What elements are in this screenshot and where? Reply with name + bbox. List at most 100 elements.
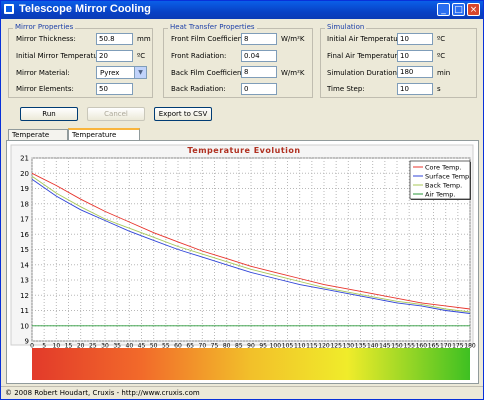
- x-tick-label: 35: [113, 343, 121, 350]
- title-bar[interactable]: Telescope Mirror Cooling _ □ ×: [1, 1, 483, 19]
- simulation-duration-unit: min: [437, 69, 451, 77]
- back-film-label: Back Film Coefficient:: [171, 69, 247, 77]
- y-tick-label: 9: [25, 338, 29, 346]
- mirror-thickness-input[interactable]: 50.8: [96, 33, 133, 45]
- window-title: Telescope Mirror Cooling: [19, 3, 151, 15]
- x-tick-label: 60: [174, 343, 182, 350]
- cancel-button[interactable]: Cancel: [87, 107, 145, 121]
- legend-label: Back Temp.: [425, 182, 462, 190]
- x-tick-label: 45: [138, 343, 146, 350]
- simulation-title: Simulation: [325, 23, 367, 31]
- x-tick-label: 85: [235, 343, 243, 350]
- x-tick-label: 20: [77, 343, 85, 350]
- series-line: [31, 172, 471, 310]
- export-csv-button[interactable]: Export to CSV: [154, 107, 212, 121]
- x-tick-label: 130: [343, 343, 355, 350]
- x-tick-label: 40: [126, 343, 134, 350]
- final-air-temp-label: Final Air Temperature:: [327, 52, 404, 60]
- chart-title: Temperature Evolution: [187, 146, 300, 155]
- initial-mirror-temp-label: Initial Mirror Temperature:: [16, 52, 108, 60]
- simulation-group: Simulation: [320, 23, 477, 98]
- series-line: [31, 175, 471, 313]
- initial-mirror-temp-unit: ºC: [137, 52, 146, 60]
- y-tick-label: 17: [20, 216, 29, 224]
- mirror-material-label: Mirror Material:: [16, 69, 70, 77]
- mirror-properties-group: Mirror Properties: [8, 23, 153, 98]
- y-tick-label: 12: [20, 292, 29, 300]
- x-tick-label: 155: [403, 343, 415, 350]
- x-tick-label: 100: [270, 343, 282, 350]
- x-tick-label: 125: [330, 343, 342, 350]
- x-tick-label: 160: [416, 343, 428, 350]
- x-tick-label: 75: [211, 343, 219, 350]
- x-tick-label: 115: [306, 343, 318, 350]
- x-tick-label: 165: [428, 343, 440, 350]
- initial-air-temp-label: Initial Air Temperature:: [327, 35, 408, 43]
- chart-legend: Core Temp.Surface Temp.Back Temp.Air Tem…: [409, 160, 471, 200]
- initial-mirror-temp-input[interactable]: 20: [96, 50, 133, 62]
- y-tick-label: 18: [20, 200, 29, 208]
- chart-panel: Temperature Evolution 9 10 11 12 13 14 15 16 17 1…: [6, 140, 479, 384]
- x-tick-label: 50: [150, 343, 158, 350]
- simulation-duration-input[interactable]: 180: [397, 66, 433, 78]
- heat-transfer-group: Heat Transfer Properties: [163, 23, 313, 98]
- time-step-input[interactable]: 10: [397, 83, 433, 95]
- y-tick-label: 19: [20, 185, 29, 193]
- x-axis: 0 5 10 15 20 25 30 35 40 45 50 55 60 65 70 75 80 85 90 95 10…: [30, 343, 476, 350]
- time-step-label: Time Step:: [327, 85, 365, 93]
- x-tick-label: 145: [379, 343, 391, 350]
- x-tick-label: 65: [186, 343, 194, 350]
- front-film-input[interactable]: 8: [241, 33, 277, 45]
- temperature-evolution-chart: Temperature Evolution 9 10 11 12 13 14 15 16 17 1…: [10, 144, 476, 380]
- front-radiation-label: Front Radiation:: [171, 52, 227, 60]
- x-tick-label: 30: [101, 343, 109, 350]
- mirror-elements-input[interactable]: 50: [96, 83, 133, 95]
- chart-series: [31, 172, 471, 327]
- status-bar: © 2008 Robert Houdart, Cruxis - http://w…: [1, 386, 483, 399]
- back-radiation-input[interactable]: 0: [241, 83, 277, 95]
- legend-label: Surface Temp.: [425, 173, 471, 181]
- run-button[interactable]: Run: [20, 107, 78, 121]
- y-tick-label: 14: [20, 261, 29, 269]
- x-tick-label: 0: [30, 343, 34, 350]
- x-tick-label: 15: [65, 343, 73, 350]
- initial-air-temp-input[interactable]: 10: [397, 33, 433, 45]
- mirror-material-value: Pyrex: [100, 69, 120, 77]
- front-radiation-input[interactable]: 0.04: [241, 50, 277, 62]
- chevron-down-icon[interactable]: ▼: [134, 67, 146, 78]
- x-tick-label: 25: [89, 343, 97, 350]
- y-tick-label: 15: [20, 246, 29, 254]
- maximize-button[interactable]: □: [452, 3, 465, 16]
- back-radiation-label: Back Radiation:: [171, 85, 226, 93]
- x-tick-label: 70: [199, 343, 207, 350]
- app-icon: [4, 4, 14, 14]
- chart-grid: [31, 157, 471, 342]
- x-tick-label: 90: [247, 343, 255, 350]
- mirror-thickness-label: Mirror Thickness:: [16, 35, 76, 43]
- heat-transfer-title: Heat Transfer Properties: [168, 23, 257, 31]
- y-axis: 9 10 11 12 13 14 15 16 17 18 19 20 21: [20, 155, 29, 346]
- minimize-button[interactable]: _: [437, 3, 450, 16]
- y-tick-label: 11: [20, 307, 29, 315]
- final-air-temp-unit: ºC: [437, 52, 446, 60]
- temperature-color-bar: [32, 348, 470, 380]
- x-tick-label: 95: [259, 343, 267, 350]
- mirror-thickness-unit: mm: [137, 35, 151, 43]
- x-tick-label: 170: [440, 343, 452, 350]
- x-tick-label: 120: [318, 343, 330, 350]
- x-tick-label: 105: [282, 343, 294, 350]
- front-film-label: Front Film Coefficient:: [171, 35, 248, 43]
- x-tick-label: 55: [162, 343, 170, 350]
- back-film-unit: W/m²K: [281, 69, 305, 77]
- close-button[interactable]: ×: [467, 3, 480, 16]
- x-tick-label: 175: [452, 343, 464, 350]
- x-tick-label: 80: [223, 343, 231, 350]
- y-tick-label: 21: [20, 155, 29, 163]
- legend-label: Air Temp.: [425, 191, 455, 199]
- final-air-temp-input[interactable]: 10: [397, 50, 433, 62]
- back-film-input[interactable]: 8: [241, 66, 277, 78]
- x-tick-label: 110: [294, 343, 306, 350]
- mirror-material-select[interactable]: Pyrex ▼: [96, 66, 147, 79]
- y-tick-label: 13: [20, 277, 29, 285]
